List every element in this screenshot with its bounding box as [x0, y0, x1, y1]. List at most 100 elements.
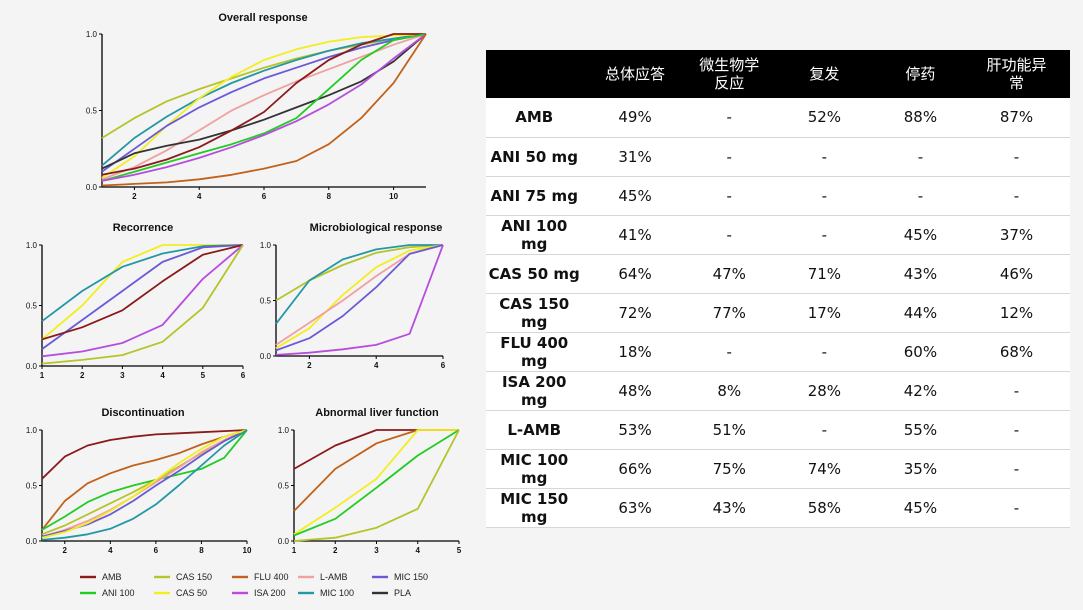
- table-cell: -: [770, 137, 878, 177]
- table-cell: 51%: [687, 410, 771, 450]
- table-cell: 12%: [962, 293, 1070, 333]
- table-cell: 43%: [687, 488, 771, 528]
- chart-2: Microbiological response 0.0 0.5 1.0 2 4 6: [260, 222, 446, 370]
- x-tick-label: 10: [243, 546, 252, 555]
- series-line-mic-100: [41, 429, 248, 541]
- comparison-table-container: 总体应答 微生物学 反应 复发 停药 肝功能异常 AMB 49% -52% 88% 87% ANI …: [486, 50, 1070, 528]
- series-line-flu-400: [293, 429, 459, 512]
- table-cell: 45%: [877, 215, 963, 255]
- y-tick-label: 0.5: [278, 482, 290, 491]
- table-cell: 53%: [582, 410, 688, 450]
- table-cell: -: [962, 137, 1070, 177]
- series-line-cas-50: [41, 244, 243, 341]
- table-row: ANI 75 mg 45% - - - -: [486, 176, 1070, 216]
- table-body: AMB 49% -52% 88% 87% ANI 50 mg 31% - - - - ANI 75 m…: [486, 98, 1070, 528]
- y-tick-label: 0.0: [278, 537, 290, 546]
- y-tick-label: 0.5: [26, 482, 38, 491]
- series-line-isa-200: [101, 33, 427, 182]
- table-cell: 58%: [770, 488, 878, 528]
- table-cell: 55%: [877, 410, 963, 450]
- table-cell: 17%: [770, 293, 878, 333]
- series-line-cas-150: [101, 33, 427, 139]
- chart-title: Recorrence: [113, 222, 174, 234]
- legend-label: CAS 50: [176, 588, 207, 598]
- series-line-cas-150: [293, 429, 460, 542]
- x-tick-label: 2: [333, 546, 338, 555]
- chart-0: Overall response 0.0 0.5 1.0 2 4 6 8 10: [86, 12, 427, 201]
- table-cell: -: [962, 449, 1070, 489]
- series-line-mic-150: [41, 244, 244, 350]
- y-tick-label: 0.5: [260, 297, 272, 306]
- x-tick-label: 6: [441, 361, 446, 370]
- table-cell: 87%: [962, 98, 1070, 138]
- legend-label: CAS 150: [176, 572, 212, 582]
- table-cell: 42%: [877, 371, 963, 411]
- x-tick-label: 3: [374, 546, 379, 555]
- legend-label: PLA: [394, 588, 411, 598]
- row-label: CAS 50 mg: [486, 254, 583, 294]
- table-cell: 63%: [582, 488, 688, 528]
- series-line-amb: [101, 33, 426, 176]
- chart-title: Overall response: [218, 12, 307, 24]
- chart-1: Recorrence 0.0 0.5 1.0 1 2 3 4 5 6: [26, 222, 246, 380]
- x-tick-label: 2: [307, 361, 312, 370]
- legend-label: MIC 100: [320, 588, 354, 598]
- legend-label: L-AMB: [320, 572, 348, 582]
- column-header: 复发: [809, 65, 840, 83]
- table-cell: 41%: [582, 215, 688, 255]
- chart-3: Discontinuation 0.0 0.5 1.0 2 4 6 8 10: [26, 407, 252, 555]
- table-cell: 52%: [770, 98, 878, 138]
- series-line-isa-200: [275, 244, 444, 356]
- table-row: L-AMB 53% 51% -55% -: [486, 410, 1070, 450]
- series-line-flu-400: [41, 429, 248, 531]
- series-line-ani-100: [293, 429, 460, 537]
- column-header: 肝功能异常: [986, 56, 1047, 92]
- header-corner: [486, 50, 582, 98]
- x-tick-label: 8: [199, 546, 204, 555]
- y-tick-label: 1.0: [260, 241, 272, 250]
- table-cell: 71%: [770, 254, 878, 294]
- series-line-l-amb: [101, 33, 427, 181]
- table-cell: -: [962, 488, 1070, 528]
- table-cell: 47%: [687, 254, 771, 294]
- table-cell: 44%: [877, 293, 963, 333]
- table-cell: -: [687, 332, 771, 372]
- table-row: ANI 100 mg 41% - -45% 37%: [486, 215, 1070, 255]
- table-row: MIC 150 mg 63% 43% 58% 45% -: [486, 488, 1070, 528]
- series-line-cas-150: [41, 244, 244, 365]
- x-tick-label: 3: [120, 371, 125, 380]
- table-cell: -: [877, 176, 963, 216]
- chart-title: Microbiological response: [310, 222, 443, 234]
- table-cell: 66%: [582, 449, 688, 489]
- series-line-l-amb: [275, 244, 444, 346]
- chart-4: Abnormal liver function 0.0 0.5 1.0 1 2 3 4 5: [278, 407, 462, 555]
- series-line-mic-100: [41, 244, 244, 322]
- row-label: L-AMB: [486, 410, 583, 450]
- y-tick-label: 0.0: [260, 352, 272, 361]
- chart-title: Discontinuation: [101, 407, 184, 419]
- x-tick-label: 5: [457, 546, 462, 555]
- series-line-cas-50: [293, 429, 459, 536]
- charts-panel: Overall response 0.0 0.5 1.0 2 4 6 8 10 Recorrenc…: [26, 12, 462, 598]
- y-tick-label: 0.0: [26, 537, 38, 546]
- table-cell: -: [687, 98, 771, 138]
- table-cell: 74%: [770, 449, 878, 489]
- table-cell: 48%: [582, 371, 688, 411]
- legend-label: ANI 100: [102, 588, 135, 598]
- table-cell: 64%: [582, 254, 688, 294]
- table-row: FLU 400 mg 18% - -60% 68%: [486, 332, 1070, 372]
- legend-label: AMB: [102, 572, 122, 582]
- legend: AMB CAS 150 FLU 400 L-AMB MIC 150 ANI 100 CAS …: [80, 572, 428, 598]
- row-label: MIC 150 mg: [486, 488, 583, 528]
- comparison-table: 总体应答 微生物学 反应 复发 停药 肝功能异常 AMB 49% -52% 88% 87% ANI …: [486, 50, 1070, 528]
- row-label: ISA 200 mg: [486, 371, 583, 411]
- row-label: ANI 100 mg: [486, 215, 583, 255]
- table-cell: 37%: [962, 215, 1070, 255]
- x-tick-label: 6: [154, 546, 159, 555]
- x-tick-label: 6: [262, 192, 267, 201]
- y-tick-label: 0.0: [26, 362, 38, 371]
- x-tick-label: 1: [40, 371, 45, 380]
- table-cell: -: [770, 410, 878, 450]
- table-cell: -: [687, 137, 771, 177]
- table-row: CAS 150 mg 72% 77% 17% 44% 12%: [486, 293, 1070, 333]
